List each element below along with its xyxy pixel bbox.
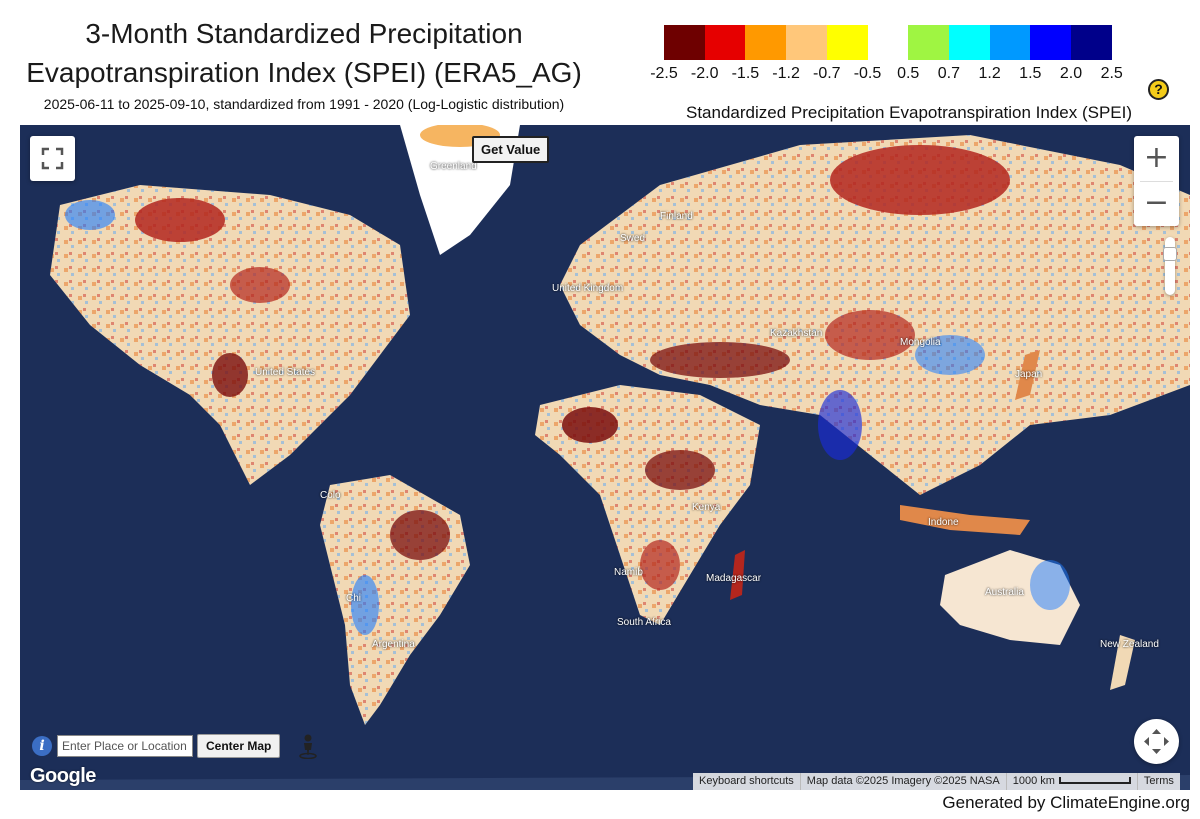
legend-tick-label: 1.5 [1019, 65, 1042, 82]
map-place-label: United States [255, 367, 316, 378]
map-place-label: Argentina [372, 639, 415, 650]
map-place-label: United Kingdom [552, 283, 624, 294]
zoom-slider[interactable] [1163, 237, 1177, 295]
location-search-input[interactable] [57, 735, 193, 757]
terms-link[interactable]: Terms [1136, 773, 1180, 790]
drought-patch-sahara [562, 407, 618, 443]
map-attribution: Keyboard shortcuts Map data ©2025 Imager… [693, 773, 1180, 790]
drought-patch-brazil [390, 510, 450, 560]
scale-bar [1058, 776, 1131, 784]
legend-swatch [867, 25, 909, 60]
drought-patch-canada [135, 198, 225, 242]
legend-tick-label: 2.0 [1059, 65, 1083, 82]
map-place-label: New Zealand [1100, 639, 1159, 650]
drought-patch-central-asia [650, 342, 790, 378]
person-pin-icon[interactable] [297, 733, 319, 759]
legend-tick-label: 2.5 [1100, 65, 1123, 82]
zoom-divider [1140, 181, 1173, 182]
title-block: 3-Month Standardized Precipitation Evapo… [10, 14, 598, 114]
legend-tick-label: -0.7 [813, 65, 841, 82]
legend-swatch [704, 25, 746, 60]
drought-patch-southern-africa [640, 540, 680, 590]
get-value-button[interactable]: Get Value [472, 136, 550, 163]
legend-tick-label: -1.5 [731, 65, 760, 82]
legend-tick-label: -2.5 [650, 65, 678, 82]
wet-patch-andes [351, 575, 379, 635]
legend-swatch [1071, 25, 1113, 60]
zoom-control: + − [1134, 136, 1179, 226]
map-place-label: Japan [1015, 369, 1043, 380]
footer-credit: Generated by ClimateEngine.org [942, 793, 1190, 812]
legend-swatch [1030, 25, 1072, 60]
wet-patch-china [915, 335, 985, 375]
keyboard-shortcuts-link[interactable]: Keyboard shortcuts [699, 775, 794, 787]
map-place-label: Mongolia [900, 337, 941, 348]
fullscreen-icon [41, 147, 64, 170]
wet-patch-alaska [65, 200, 115, 230]
map-title-line-2: Evapotranspiration Index (SPEI) (ERA5_AG… [26, 57, 582, 88]
map-place-label: South Africa [617, 617, 671, 628]
google-logo: Google [30, 765, 96, 787]
map-place-label: Chi [346, 593, 362, 604]
center-map-button[interactable]: Center Map [197, 734, 281, 758]
legend-tick-label: -2.0 [690, 65, 719, 82]
legend-swatch [786, 25, 828, 60]
map-place-label: Finland [660, 211, 693, 222]
map-place-label: Namib [614, 567, 643, 578]
question-icon[interactable]: ? [1148, 79, 1169, 100]
indonesia [900, 505, 1030, 535]
map-place-label: Madagascar [706, 573, 762, 584]
zoom-out-button[interactable]: − [1143, 185, 1170, 220]
wet-patch-india [818, 390, 862, 460]
legend-tick-label: 0.7 [937, 65, 961, 82]
map-subtitle: 2025-06-11 to 2025-09-10, standardized f… [43, 96, 565, 112]
japan [1015, 350, 1040, 400]
pan-control-button[interactable] [1134, 719, 1179, 764]
drought-patch-sahel [645, 450, 715, 490]
scale-indicator[interactable]: 1000 km [1005, 773, 1137, 790]
legend-swatch [664, 25, 706, 60]
legend-swatch [908, 25, 950, 60]
legend-tick-label: 0.5 [897, 65, 920, 82]
africa-detail [535, 385, 760, 625]
scale-label: 1000 km [1012, 775, 1055, 787]
legend-swatch [745, 25, 787, 60]
map-place-label: Greenland [430, 161, 477, 172]
map-place-label: Kazakhstan [770, 328, 823, 339]
legend-tick-label: -1.2 [772, 65, 800, 82]
map-canvas[interactable]: Greenland Finland Swed United Kingdom Kazakh… [20, 125, 1190, 790]
map-place-label: Colo [320, 490, 341, 501]
map-data-credit: Map data ©2025 Imagery ©2025 NASA [799, 773, 1006, 790]
map-title-line-1: 3-Month Standardized Precipitation [85, 18, 523, 49]
legend-tick-label: 1.2 [978, 65, 1001, 82]
fullscreen-button[interactable] [30, 136, 75, 181]
map-place-label: Swed [620, 233, 646, 244]
zoom-in-button[interactable]: + [1143, 140, 1170, 175]
legend-swatch [948, 25, 991, 60]
wet-patch-australia [1030, 560, 1070, 610]
color-legend: -2.5 -2.0 -1.5 -1.2 -0.7 -0.5 0.5 0.7 1.2 1.5 2.0 2… [0, 0, 1200, 125]
legend-swatch [989, 25, 1031, 60]
drought-patch-kazakhstan [825, 310, 915, 360]
drought-patch-us [230, 267, 290, 303]
drought-patch-mexico [212, 353, 248, 397]
map-place-label: Australia [985, 587, 1024, 598]
new-zealand [1110, 635, 1135, 690]
legend-tick-label: -0.5 [853, 65, 882, 82]
map-place-label: Indone [928, 517, 959, 528]
move-arrows-icon [1144, 729, 1169, 754]
map-place-label: Kenya [692, 502, 721, 513]
north-america-detail [50, 185, 410, 485]
legend-swatch [826, 25, 868, 60]
map-imagery [20, 125, 1190, 790]
info-icon[interactable]: i [32, 736, 52, 756]
madagascar [730, 550, 745, 600]
zoom-slider-handle[interactable] [1163, 247, 1177, 261]
drought-patch-siberia [830, 145, 1010, 215]
legend-label: Standardized Precipitation Evapotranspir… [686, 103, 1133, 122]
